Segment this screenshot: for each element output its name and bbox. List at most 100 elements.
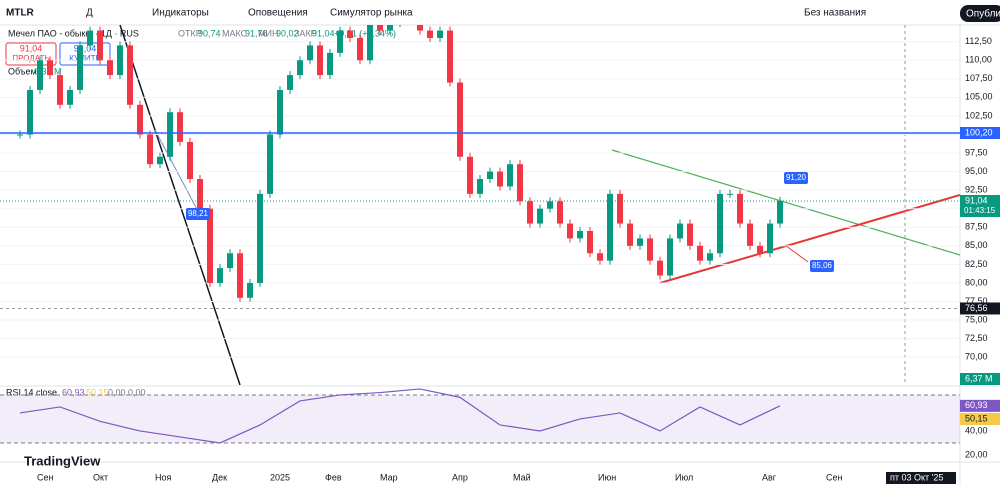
candle-body <box>47 60 53 76</box>
candle-body <box>187 141 193 180</box>
candle-body <box>97 30 103 61</box>
candle-body <box>577 230 583 239</box>
candle-body <box>157 156 163 165</box>
candle-body <box>317 45 323 76</box>
sell-button[interactable] <box>5 42 57 66</box>
candle-body <box>27 89 33 135</box>
candle-body <box>37 60 43 90</box>
x-tick-label: Сен <box>826 472 843 482</box>
x-tick-label: Апр <box>452 472 468 482</box>
candle-body <box>147 134 153 165</box>
level-badge <box>960 127 1000 139</box>
candle-body <box>247 282 253 298</box>
volume-label: Объем <box>8 66 37 76</box>
rsi-ma: 50,15 <box>86 387 109 397</box>
rsi-title: RSI 14 close <box>6 387 57 397</box>
y-tick-label: 92,50 <box>965 185 988 195</box>
legend-high-label: МАКС <box>222 28 248 38</box>
volume-badge <box>960 373 1000 385</box>
sell-label[interactable]: ПРОДАТЬ <box>12 54 49 63</box>
candle-body <box>217 268 223 283</box>
buy-label[interactable]: КУПИТЬ <box>69 54 100 63</box>
y-tick-label: 110,00 <box>965 55 992 65</box>
candle-body <box>487 171 493 180</box>
publish-label[interactable]: Опублико <box>966 8 1000 20</box>
candle-body <box>507 164 513 187</box>
y-tick-label: 102,50 <box>965 110 993 120</box>
candle-body <box>127 45 133 105</box>
candle-body <box>607 193 613 261</box>
level-label: 100,20 <box>965 127 993 137</box>
candle-body <box>87 30 93 46</box>
layout-name[interactable]: Без названия <box>804 8 866 19</box>
annotation: 91,20 <box>786 173 807 182</box>
x-tick-label: Июн <box>598 472 616 482</box>
rsi-badge-label: 60,93 <box>965 400 988 410</box>
candle-body <box>197 179 203 209</box>
annotation-badge <box>784 172 808 184</box>
buy-price[interactable]: 91,04 <box>74 43 97 53</box>
candle-body <box>257 193 263 283</box>
legend-change: +0,31 (+0,34%) <box>334 28 396 38</box>
candle-body <box>287 75 293 90</box>
candle-body <box>587 230 593 254</box>
y-tick-label: 87,50 <box>965 222 988 232</box>
measure-line <box>154 129 201 216</box>
replay[interactable]: Симулятор рынка <box>330 8 413 19</box>
candle-body <box>617 193 623 224</box>
indicators[interactable]: Индикаторы <box>152 8 209 19</box>
x-tick-label: Авг <box>762 472 777 482</box>
candle-body <box>497 171 503 187</box>
candle-body <box>757 245 763 254</box>
candle-body <box>17 134 23 136</box>
annotation: 98,21 <box>188 209 209 218</box>
sell-price[interactable]: 91,04 <box>20 43 43 53</box>
y-tick-label: 107,50 <box>965 73 993 83</box>
y-tick-label: 95,00 <box>965 166 988 176</box>
rsi-ma-badge <box>960 413 1000 425</box>
x-tick-label: Мар <box>380 472 398 482</box>
alerts[interactable]: Оповещения <box>248 8 308 19</box>
x-tick-label: Сен <box>37 472 54 482</box>
candle-body <box>687 223 693 246</box>
candle-body <box>437 30 443 38</box>
candle-body <box>777 200 783 224</box>
legend-low: 90,02 <box>276 28 299 38</box>
x-tick-label: Дек <box>212 472 227 482</box>
rsi-background <box>0 395 960 443</box>
candle-body <box>347 30 353 38</box>
candle-body <box>77 45 83 90</box>
candle-body <box>647 238 653 261</box>
candle-body <box>677 223 683 239</box>
logo: TradingView <box>24 453 101 468</box>
symbol[interactable]: MTLR <box>6 8 35 19</box>
candle-body <box>117 45 123 76</box>
candle-body <box>747 223 753 246</box>
interval[interactable]: Д <box>86 8 93 19</box>
candle-body <box>477 179 483 194</box>
y-tick-label: 70,00 <box>965 352 988 362</box>
y-tick-label: 75,00 <box>965 314 988 324</box>
candles <box>0 25 960 358</box>
x-tick-label: 2025 <box>270 472 290 482</box>
candle-body <box>547 201 553 209</box>
candle-body <box>167 112 173 157</box>
rsi-ma-badge-label: 50,15 <box>965 413 988 423</box>
y-tick-label: 112,50 <box>965 36 992 46</box>
x-tick-label: Фев <box>325 472 342 482</box>
volume-badge-label: 6,37 М <box>965 373 993 383</box>
legend-name: Мечел ПАО - обыкн. · 1Д · RUS <box>8 28 139 38</box>
publish-button[interactable] <box>960 5 1000 22</box>
candle-body <box>57 75 63 105</box>
x-tick-label: Июл <box>675 472 693 482</box>
candle-body <box>557 201 563 224</box>
last-badge <box>960 194 1000 217</box>
candle-body <box>267 134 273 194</box>
triangle-lower <box>659 194 960 284</box>
x-tick-label: Окт <box>93 472 108 482</box>
candle-body <box>297 60 303 76</box>
x-tick-label: пт 03 Окт '25 <box>890 472 943 482</box>
candle-body <box>207 208 213 283</box>
candle-body <box>327 52 333 76</box>
candle-body <box>457 82 463 157</box>
